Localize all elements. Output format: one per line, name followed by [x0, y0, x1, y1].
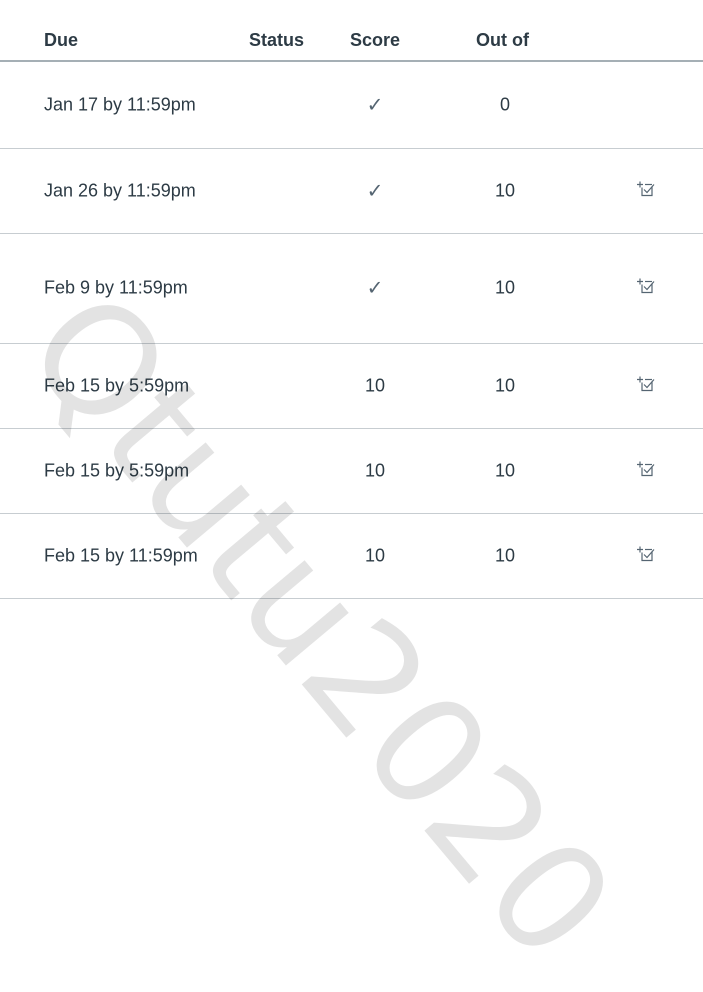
- score: 10: [364, 545, 386, 565]
- out-of: 10: [494, 545, 516, 565]
- due-date: Feb 15 by 5:59pm: [44, 375, 190, 395]
- score: 10: [364, 375, 386, 395]
- due-date: Feb 15 by 11:59pm: [44, 545, 198, 565]
- out-of: 0: [499, 94, 511, 115]
- header-score: Score: [350, 30, 401, 50]
- table-row: Feb 15 by 5:59pm 10 10: [0, 343, 703, 429]
- score: 10: [364, 460, 386, 480]
- out-of: 10: [494, 180, 516, 200]
- due-date: Feb 15 by 5:59pm: [44, 460, 190, 480]
- header-due: Due: [44, 30, 79, 50]
- checkmark-icon: ✓: [366, 277, 384, 300]
- table-row: Jan 17 by 11:59pm ✓ 0: [0, 62, 703, 149]
- table-row: Feb 15 by 5:59pm 10 10: [0, 428, 703, 514]
- rubric-icon[interactable]: [636, 460, 656, 481]
- rubric-icon[interactable]: [636, 180, 656, 201]
- due-date: Feb 9 by 11:59pm: [44, 277, 188, 298]
- out-of: 10: [494, 375, 516, 395]
- due-date: Jan 26 by 11:59pm: [44, 180, 196, 200]
- table-row: Jan 26 by 11:59pm ✓ 10: [0, 148, 703, 234]
- table-row: Feb 15 by 11:59pm 10 10: [0, 513, 703, 599]
- rubric-icon[interactable]: [636, 545, 656, 566]
- due-date: Jan 17 by 11:59pm: [44, 94, 196, 115]
- header-out-of: Out of: [476, 30, 529, 50]
- header-status: Status: [249, 30, 305, 50]
- table-header: Due Status Score Out of: [0, 0, 703, 62]
- rubric-icon[interactable]: [636, 375, 656, 396]
- out-of: 10: [494, 277, 516, 298]
- rubric-icon[interactable]: [636, 278, 656, 299]
- checkmark-icon: ✓: [366, 94, 384, 117]
- table-row: Feb 9 by 11:59pm ✓ 10: [0, 233, 703, 344]
- out-of: 10: [494, 460, 516, 480]
- checkmark-icon: ✓: [366, 180, 384, 202]
